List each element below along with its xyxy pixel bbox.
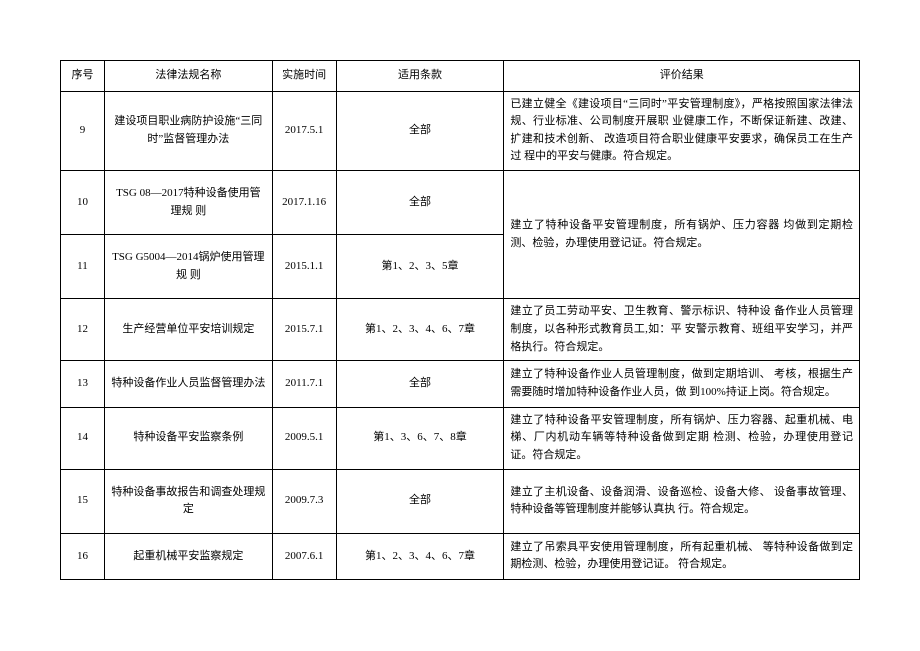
cell-name: 生产经营单位平安培训规定 <box>104 299 272 361</box>
header-clause: 适用条款 <box>336 61 504 92</box>
cell-name: TSG 08—2017特种设备使用管理规 则 <box>104 170 272 234</box>
table-row: 15特种设备事故报告和调查处理规定2009.7.3全部建立了主机设备、设备润滑、… <box>61 469 860 533</box>
cell-date: 2009.5.1 <box>272 407 336 469</box>
cell-result: 建立了特种设备作业人员管理制度，做到定期培训、 考核，根据生产需要随时增加特种设… <box>504 361 860 408</box>
table-row: 10TSG 08—2017特种设备使用管理规 则2017.1.16全部建立了特种… <box>61 170 860 234</box>
cell-date: 2009.7.3 <box>272 469 336 533</box>
cell-clause: 第1、2、3、4、6、7章 <box>336 299 504 361</box>
header-date: 实施时间 <box>272 61 336 92</box>
cell-result: 建立了主机设备、设备润滑、设备巡检、设备大修、 设备事故管理、特种设备等管理制度… <box>504 469 860 533</box>
cell-name: 特种设备作业人员监督管理办法 <box>104 361 272 408</box>
cell-result: 建立了特种设备平安管理制度，所有锅炉、压力容器 均做到定期检测、检验，办理使用登… <box>504 170 860 298</box>
header-result: 评价结果 <box>504 61 860 92</box>
cell-name: 起重机械平安监察规定 <box>104 533 272 580</box>
cell-name: TSG G5004—2014锅炉使用管理规 则 <box>104 235 272 299</box>
cell-clause: 全部 <box>336 170 504 234</box>
cell-clause: 全部 <box>336 361 504 408</box>
regulations-table: 序号 法律法规名称 实施时间 适用条款 评价结果 9建设项目职业病防护设施“三同… <box>60 60 860 580</box>
cell-date: 2017.1.16 <box>272 170 336 234</box>
cell-clause: 第1、2、3、5章 <box>336 235 504 299</box>
table-header-row: 序号 法律法规名称 实施时间 适用条款 评价结果 <box>61 61 860 92</box>
table-row: 9建设项目职业病防护设施“三同时”监督管理办法2017.5.1全部已建立健全《建… <box>61 91 860 170</box>
cell-name: 特种设备事故报告和调查处理规定 <box>104 469 272 533</box>
cell-clause: 第1、3、6、7、8章 <box>336 407 504 469</box>
cell-seq: 15 <box>61 469 105 533</box>
table-row: 12生产经营单位平安培训规定2015.7.1第1、2、3、4、6、7章建立了员工… <box>61 299 860 361</box>
cell-result: 已建立健全《建设项目“三同时”平安管理制度》，严格按照国家法律法规、行业标准、公… <box>504 91 860 170</box>
cell-clause: 全部 <box>336 469 504 533</box>
header-seq: 序号 <box>61 61 105 92</box>
cell-result: 建立了特种设备平安管理制度，所有锅炉、压力容器、起重机械、电梯、厂内机动车辆等特… <box>504 407 860 469</box>
cell-date: 2015.7.1 <box>272 299 336 361</box>
cell-seq: 10 <box>61 170 105 234</box>
header-name: 法律法规名称 <box>104 61 272 92</box>
cell-seq: 9 <box>61 91 105 170</box>
cell-seq: 11 <box>61 235 105 299</box>
cell-name: 特种设备平安监察条例 <box>104 407 272 469</box>
cell-clause: 第1、2、3、4、6、7章 <box>336 533 504 580</box>
cell-seq: 14 <box>61 407 105 469</box>
cell-date: 2011.7.1 <box>272 361 336 408</box>
cell-date: 2007.6.1 <box>272 533 336 580</box>
cell-name: 建设项目职业病防护设施“三同时”监督管理办法 <box>104 91 272 170</box>
table-row: 13特种设备作业人员监督管理办法2011.7.1全部建立了特种设备作业人员管理制… <box>61 361 860 408</box>
table-row: 16起重机械平安监察规定2007.6.1第1、2、3、4、6、7章建立了吊索具平… <box>61 533 860 580</box>
cell-result: 建立了吊索具平安使用管理制度，所有起重机械、 等特种设备做到定期检测、检验，办理… <box>504 533 860 580</box>
cell-date: 2015.1.1 <box>272 235 336 299</box>
cell-seq: 12 <box>61 299 105 361</box>
cell-seq: 16 <box>61 533 105 580</box>
table-row: 14特种设备平安监察条例2009.5.1第1、3、6、7、8章建立了特种设备平安… <box>61 407 860 469</box>
cell-result: 建立了员工劳动平安、卫生教育、警示标识、特种设 备作业人员管理制度，以各种形式教… <box>504 299 860 361</box>
cell-clause: 全部 <box>336 91 504 170</box>
cell-date: 2017.5.1 <box>272 91 336 170</box>
cell-seq: 13 <box>61 361 105 408</box>
